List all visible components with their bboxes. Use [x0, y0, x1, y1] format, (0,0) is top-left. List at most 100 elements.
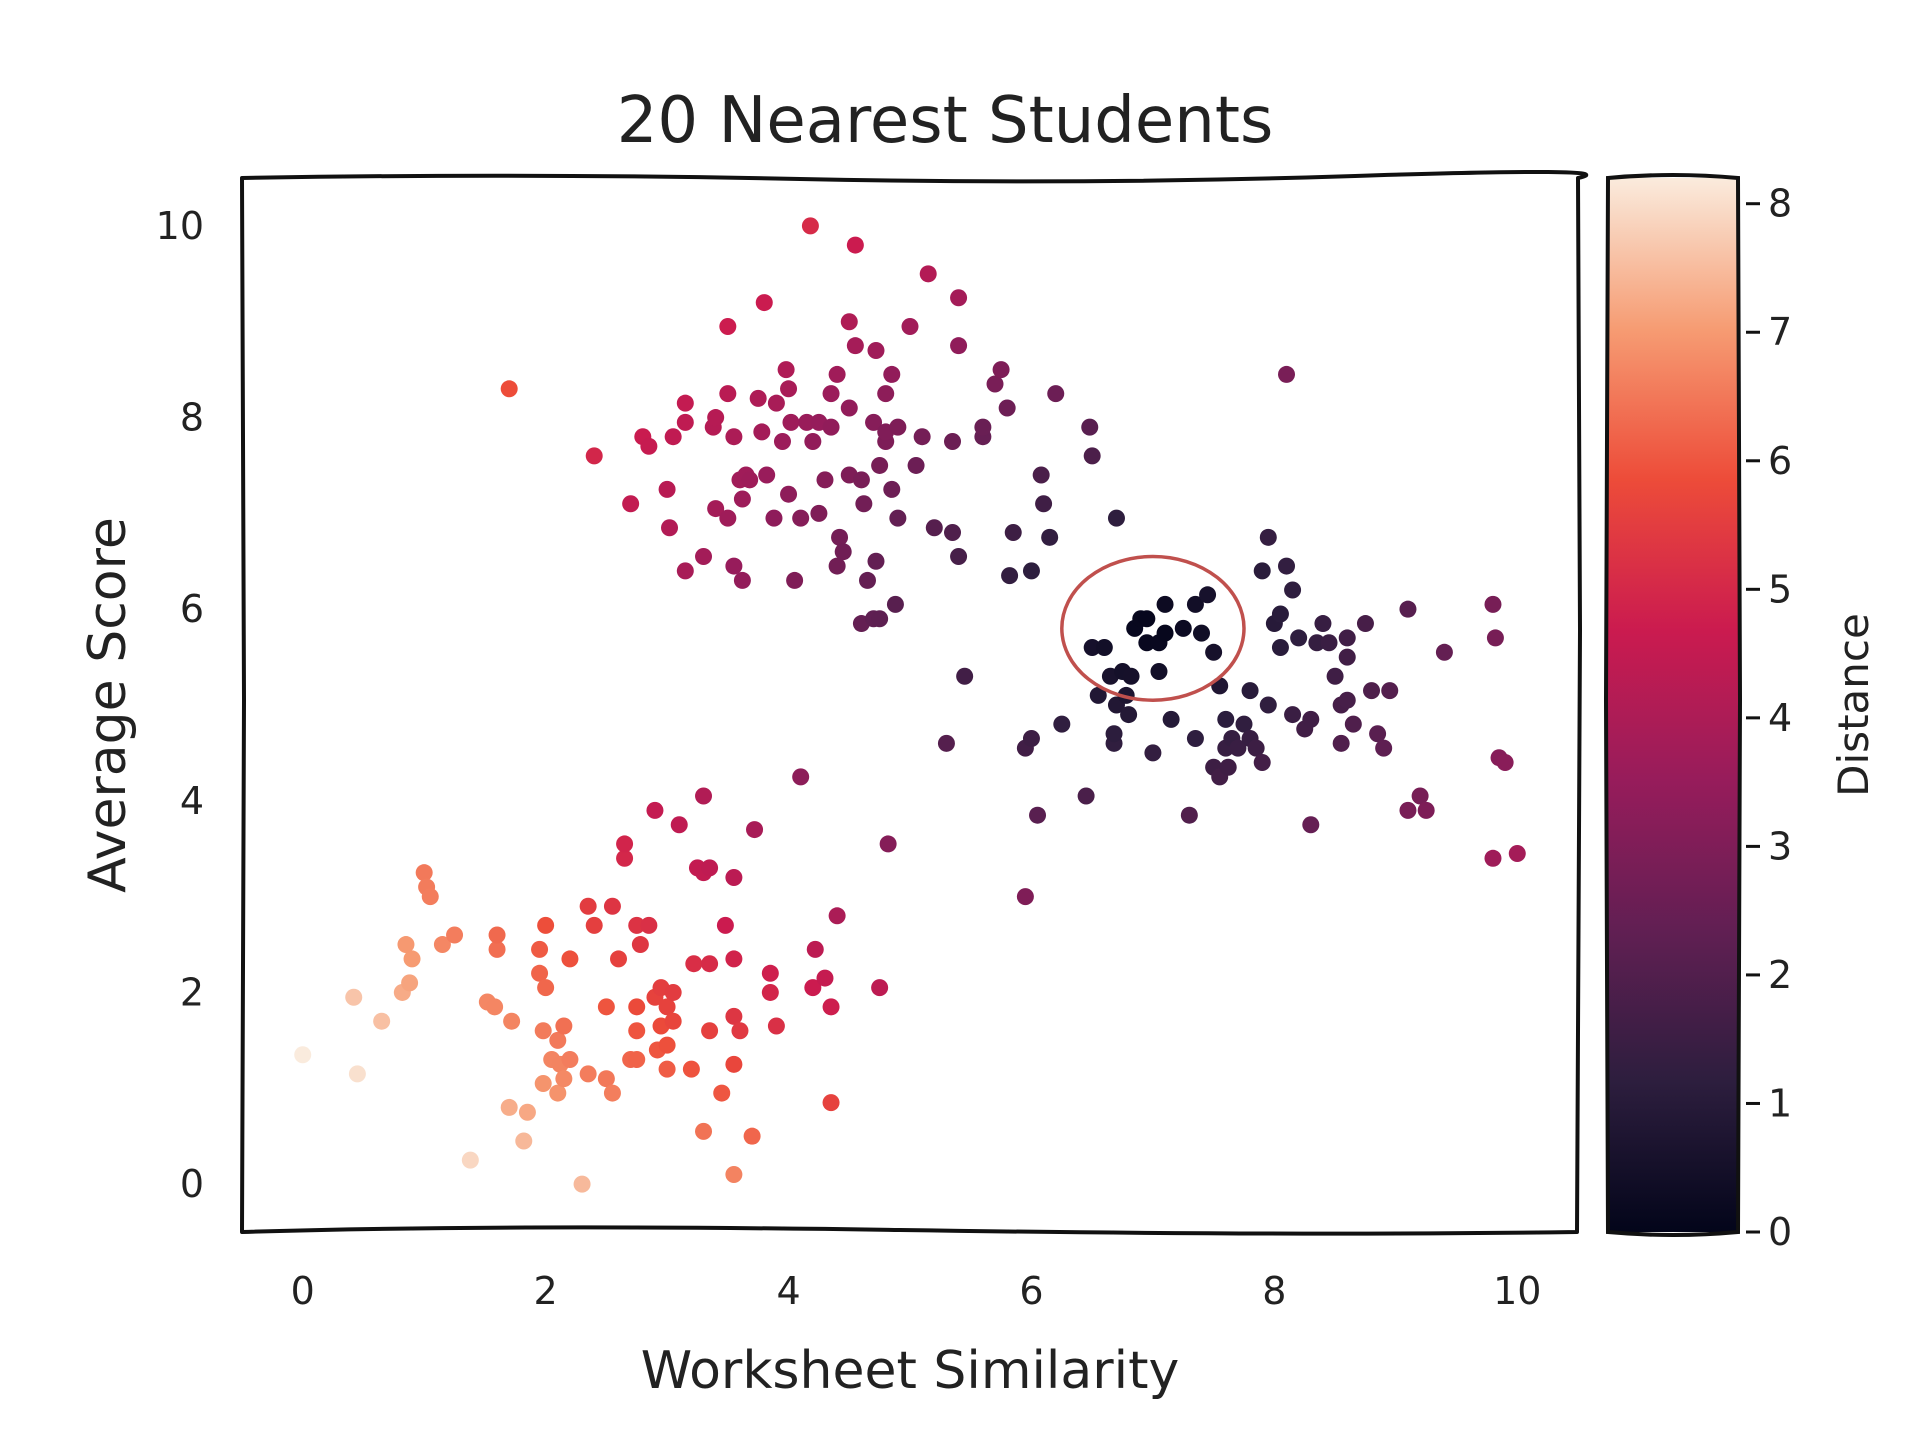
data-point	[1235, 715, 1253, 733]
data-point	[883, 480, 901, 498]
data-point	[1435, 643, 1453, 661]
data-point	[597, 1070, 615, 1088]
plot-frame	[240, 169, 1589, 1236]
data-point	[1486, 629, 1504, 647]
data-point	[658, 1060, 676, 1078]
data-point	[401, 974, 419, 992]
data-point	[1247, 739, 1265, 757]
data-point	[695, 787, 713, 805]
x-tick-label: 6	[1019, 1269, 1043, 1313]
data-point	[1174, 619, 1192, 637]
data-point	[1338, 629, 1356, 647]
data-point	[879, 835, 897, 853]
data-point	[695, 547, 713, 565]
data-point	[1150, 662, 1168, 680]
data-point	[950, 547, 968, 565]
data-point	[725, 1166, 743, 1184]
data-point	[1302, 710, 1320, 728]
data-point	[1004, 524, 1022, 542]
data-point	[616, 849, 634, 867]
data-point	[676, 562, 694, 580]
data-point	[1344, 715, 1362, 733]
y-axis-label: Average Score	[78, 517, 138, 893]
data-point	[725, 428, 743, 446]
data-point	[831, 528, 849, 546]
data-point	[531, 940, 549, 958]
data-point	[403, 950, 421, 968]
data-point	[701, 1022, 719, 1040]
data-point	[603, 1084, 621, 1102]
data-point	[658, 480, 676, 498]
data-point	[1271, 639, 1289, 657]
data-point	[871, 979, 889, 997]
data-point	[919, 265, 937, 283]
data-point	[561, 1051, 579, 1069]
data-point	[579, 1065, 597, 1083]
y-tick-label: 0	[180, 1162, 204, 1206]
data-point	[534, 1074, 552, 1092]
data-point	[664, 983, 682, 1001]
colorbar-frame	[1603, 173, 1743, 1237]
data-point	[1399, 600, 1417, 618]
data-point	[1314, 615, 1332, 633]
data-point	[646, 801, 664, 819]
data-point	[725, 1055, 743, 1073]
data-point	[1278, 557, 1296, 575]
data-point	[1192, 624, 1210, 642]
data-point	[907, 456, 925, 474]
data-point	[555, 1017, 573, 1035]
data-point	[1369, 725, 1387, 743]
data-point	[1120, 706, 1138, 724]
data-point	[816, 471, 834, 489]
x-tick-label: 8	[1262, 1269, 1286, 1313]
data-point	[804, 979, 822, 997]
data-point	[294, 1046, 312, 1064]
data-point	[1229, 739, 1247, 757]
data-point	[421, 888, 439, 906]
data-point	[1411, 787, 1429, 805]
data-point	[701, 955, 719, 973]
data-point	[500, 1098, 518, 1116]
data-point	[1156, 595, 1174, 613]
data-point	[733, 490, 751, 508]
data-point	[1095, 639, 1113, 657]
data-point	[846, 337, 864, 355]
data-point	[664, 1012, 682, 1030]
data-point	[573, 1175, 591, 1193]
data-point	[913, 428, 931, 446]
data-point	[670, 816, 688, 834]
data-point	[719, 318, 737, 336]
data-point	[792, 509, 810, 527]
data-point	[773, 433, 791, 450]
colorbar-tick-label: 4	[1768, 696, 1792, 740]
data-point	[585, 916, 603, 934]
data-point	[782, 413, 800, 431]
data-point	[685, 955, 703, 973]
data-point	[858, 571, 876, 589]
data-point	[786, 571, 804, 589]
data-point	[676, 394, 694, 412]
data-point	[755, 294, 773, 312]
data-point	[345, 988, 363, 1006]
data-point	[810, 504, 828, 522]
data-point	[707, 409, 725, 427]
data-point	[622, 495, 640, 513]
data-point	[828, 557, 846, 575]
x-axis-label: Worksheet Similarity	[641, 1341, 1179, 1401]
data-point	[1284, 706, 1302, 724]
data-point	[871, 456, 889, 474]
data-point	[1496, 753, 1514, 771]
data-point	[1508, 845, 1526, 863]
data-point	[628, 998, 646, 1016]
data-point	[1278, 365, 1296, 383]
data-point	[561, 950, 579, 968]
data-point	[877, 385, 895, 403]
data-point	[433, 936, 451, 954]
data-point	[883, 365, 901, 383]
data-point	[640, 437, 658, 455]
data-point	[780, 380, 798, 398]
data-point	[765, 509, 783, 527]
colorbar-tick-label: 7	[1768, 310, 1792, 354]
data-point	[731, 1022, 749, 1040]
